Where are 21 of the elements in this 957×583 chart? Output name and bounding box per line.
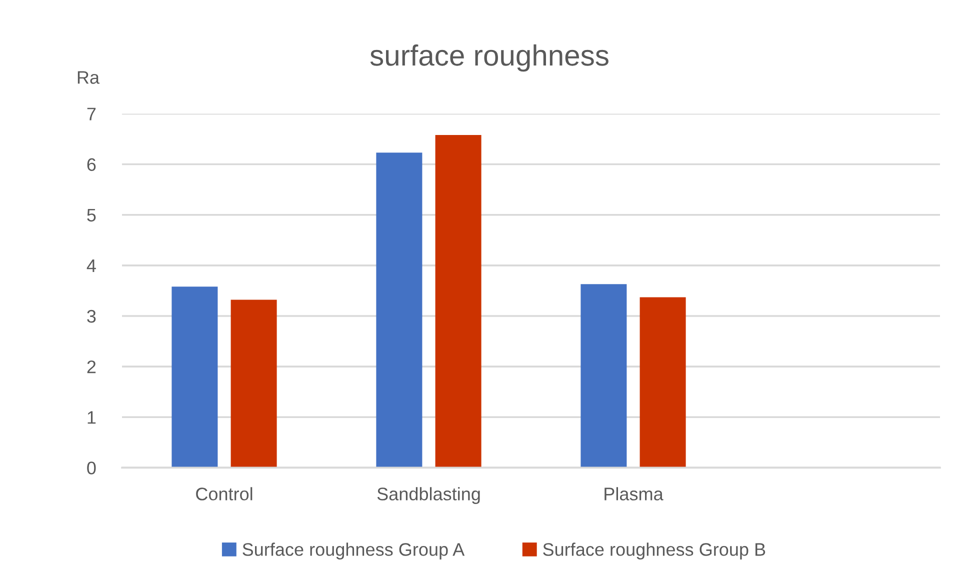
y-tick-label: 2 [87, 360, 96, 374]
bar [230, 300, 277, 468]
x-tick-label: Sandblasting [377, 487, 480, 504]
y-axis-title: Ra [78, 71, 100, 84]
x-tick-label: Plasma [604, 487, 664, 500]
y-tick-label: 1 [88, 411, 96, 424]
legend-label: Surface roughness Group B [543, 542, 766, 560]
chart-title: surface roughness [370, 44, 608, 72]
y-tick-label: 7 [87, 108, 96, 120]
y-tick-label: 5 [87, 208, 96, 222]
y-tick-label: 6 [87, 158, 96, 171]
x-tick-label: Control [196, 487, 252, 500]
bar [172, 286, 218, 468]
bar [376, 152, 422, 468]
bar [580, 284, 627, 468]
y-tick-label: 0 [87, 462, 96, 474]
bar [640, 297, 686, 468]
legend-label: Surface roughness Group A [242, 542, 465, 560]
y-tick-label: 4 [86, 260, 96, 272]
bar [435, 134, 482, 468]
y-tick-label: 3 [87, 310, 96, 323]
